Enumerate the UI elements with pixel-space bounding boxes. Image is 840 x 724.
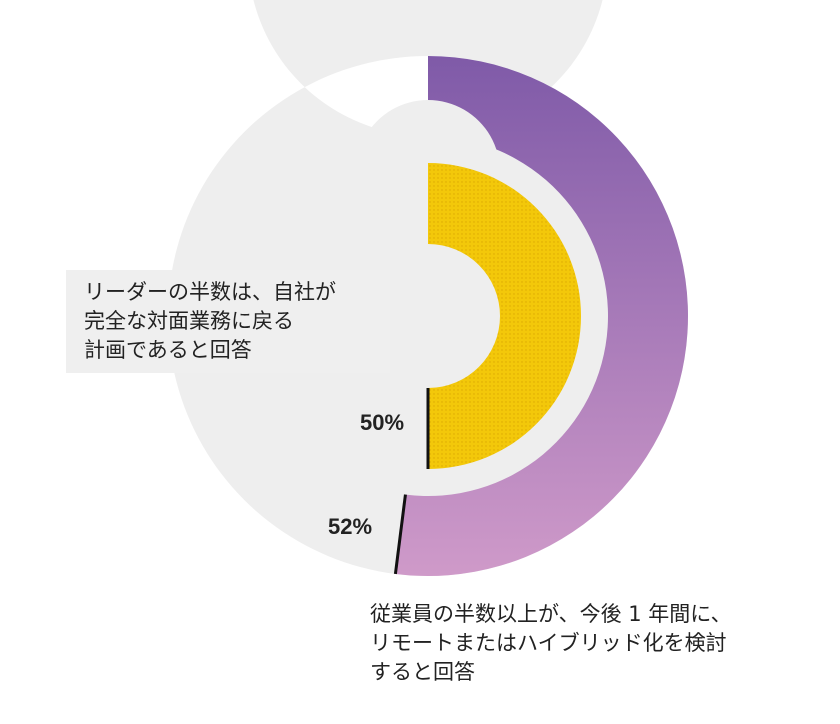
outer-ring-segment-employees — [395, 56, 688, 576]
inner-value-label: 50% — [360, 410, 404, 435]
inner-ring-segment-leaders — [428, 163, 581, 469]
employee-annotation: 従業員の半数以上が、今後 1 年間に、 リモートまたはハイブリッド化を検討 する… — [370, 602, 732, 684]
outer-value-label: 52% — [328, 514, 372, 539]
outer-segment-divider — [393, 494, 407, 575]
leader-annotation: リーダーの半数は、自社が 完全な対面業務に戻る 計画であると回答 — [66, 270, 390, 373]
